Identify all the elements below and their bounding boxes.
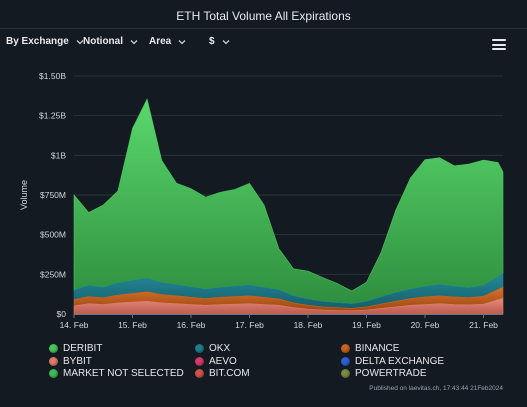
legend-swatch-icon [195, 369, 204, 378]
legend-label: BIT.COM [209, 368, 250, 379]
legend-swatch-icon [49, 356, 58, 366]
legend-swatch-icon [341, 369, 350, 378]
currency-label: $ [209, 36, 215, 47]
legend-swatch-icon [195, 344, 204, 353]
legend-item-okx[interactable]: OKX [195, 343, 230, 354]
chart-kind-dropdown[interactable]: Area [149, 36, 187, 47]
legend-label: DELTA EXCHANGE [355, 355, 445, 367]
legend-label: OKX [209, 343, 231, 354]
x-tick-label: 19. Feb [352, 320, 381, 330]
legend-item-bit-com[interactable]: BIT.COM [195, 368, 250, 379]
legend-item-deribit[interactable]: DERIBIT [49, 343, 102, 354]
x-tick-label: 20. Feb [411, 320, 440, 330]
legend-label: AEVO [209, 355, 237, 367]
group-by-dropdown[interactable]: By Exchange [6, 36, 85, 47]
legend-label: POWERTRADE [355, 368, 427, 379]
hamburger-menu-icon[interactable] [492, 39, 506, 50]
legend-swatch-icon [49, 344, 58, 353]
legend-swatch-icon [341, 356, 350, 366]
chart-kind-label: Area [149, 36, 172, 47]
y-tick-label: $0 [57, 309, 67, 319]
chevron-down-icon [178, 39, 186, 44]
legend-item-aevo[interactable]: AEVO [195, 356, 237, 367]
x-tick-label: 21. Feb [469, 320, 498, 330]
y-tick-label: $1B [51, 150, 66, 160]
chart-toolbar: By Exchange Notional Area $ [0, 36, 527, 52]
legend-item-powertrade[interactable]: POWERTRADE [341, 368, 427, 379]
axes: $0 $250M $500M $750M $1B $1.25B $1.50B Volume 14… [19, 71, 503, 330]
metric-label: Notional [83, 36, 123, 47]
y-tick-label: $1.25B [39, 111, 66, 121]
y-tick-label: $1.50B [39, 71, 66, 81]
legend-swatch-icon [49, 369, 58, 378]
legend-label: MARKET NOT SELECTED [63, 368, 184, 379]
legend-item-delta-exchange[interactable]: DELTA EXCHANGE [341, 356, 444, 367]
legend-label: DERIBIT [63, 343, 103, 354]
x-tick-label: 17. Feb [235, 320, 264, 330]
published-note: Published on laevitas.ch, 17:43:44 21Feb… [369, 385, 503, 392]
chart-title: ETH Total Volume All Expirations [176, 9, 351, 23]
series-area-deribit[interactable] [73, 98, 504, 305]
chevron-down-icon [222, 39, 230, 44]
y-tick-label: $750M [40, 190, 66, 200]
legend-label: BINANCE [355, 343, 400, 354]
legend-item-binance[interactable]: BINANCE [341, 343, 399, 354]
legend-swatch-icon [341, 344, 350, 353]
y-tick-label: $500M [40, 230, 66, 240]
x-tick-label: 15. Feb [118, 320, 147, 330]
group-by-label: By Exchange [6, 36, 69, 47]
x-tick-label: 18. Feb [294, 320, 323, 330]
legend-item-bybit[interactable]: BYBIT [49, 356, 92, 367]
metric-dropdown[interactable]: Notional [83, 36, 139, 47]
y-tick-label: $250M [40, 269, 66, 279]
legend-swatch-icon [195, 356, 204, 366]
chart-area: $0 $250M $500M $750M $1B $1.25B $1.50B Volume 14… [19, 71, 504, 330]
x-tick-label: 16. Feb [177, 320, 206, 330]
currency-dropdown[interactable]: $ [209, 36, 231, 47]
y-axis-title: Volume [19, 180, 29, 210]
x-tick-label: 14. Feb [60, 320, 89, 330]
legend-item-market-not-selected[interactable]: MARKET NOT SELECTED [49, 368, 184, 379]
title-divider [0, 28, 527, 29]
legend-label: BYBIT [63, 355, 92, 367]
chevron-down-icon [76, 39, 84, 44]
series-layer [73, 98, 504, 315]
chevron-down-icon [130, 39, 138, 44]
